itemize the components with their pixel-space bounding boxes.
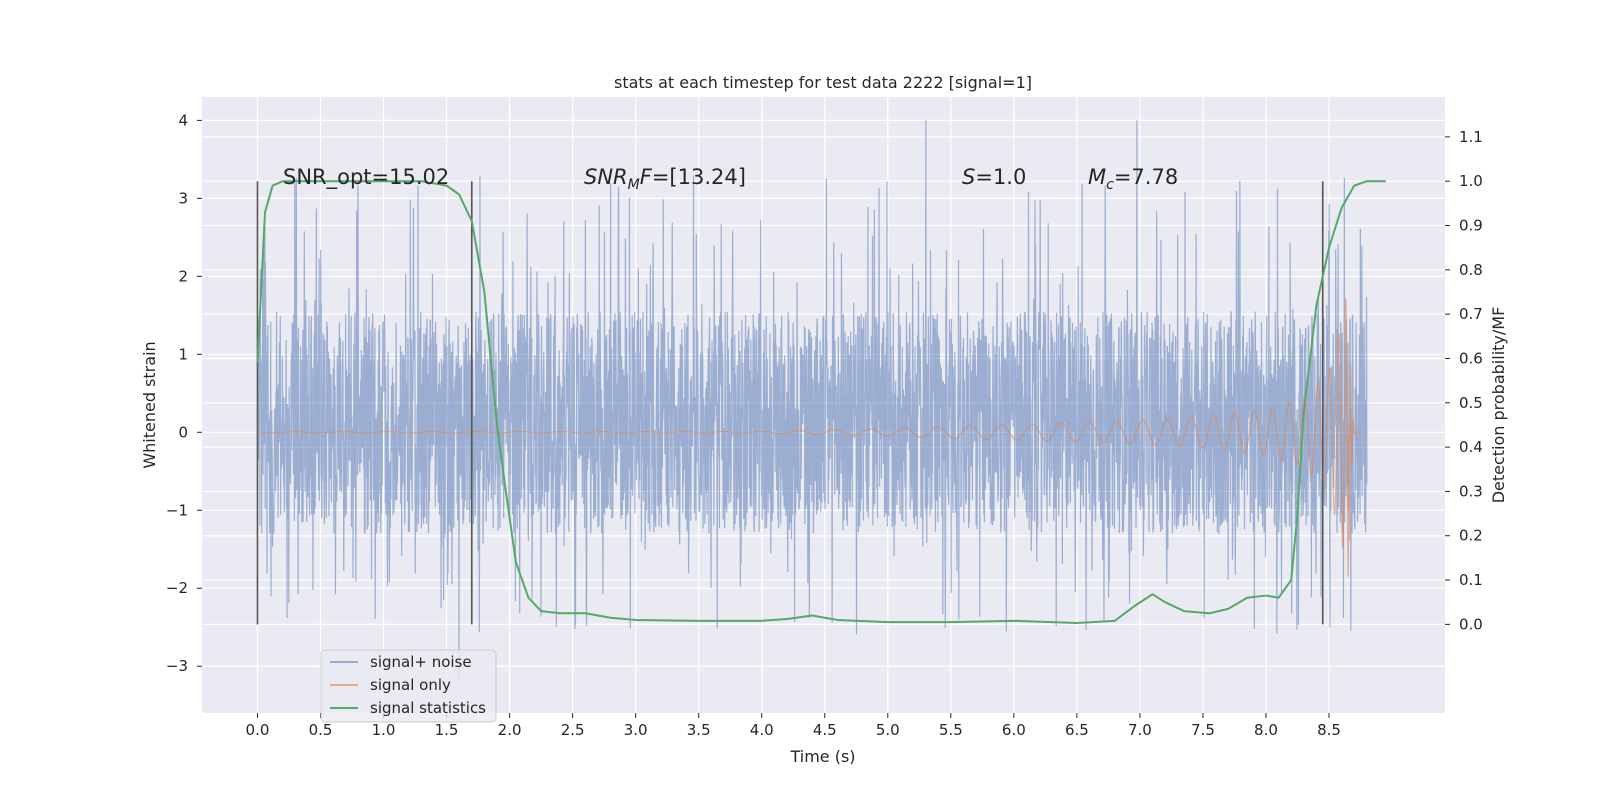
y-tick-label: 2	[178, 267, 188, 285]
y-tick-label: 4	[178, 111, 188, 129]
s-value: =1.0	[975, 165, 1026, 189]
annotation-s: S=1.0	[962, 165, 1026, 189]
x-tick-label: 0.0	[246, 721, 270, 739]
y-tick-label: −3	[166, 657, 188, 675]
annotation-snr-mf: SNRMF=[13.24]	[584, 165, 746, 193]
x-tick-label: 7.5	[1191, 721, 1215, 739]
x-tick-label: 8.0	[1254, 721, 1278, 739]
y-right-tick-label: 0.3	[1459, 482, 1483, 500]
y-axis-left-ticks: −3 −2 −1 0 1 2 3 4	[166, 111, 202, 675]
y-tick-label: 3	[178, 189, 188, 207]
y-right-tick-label: 0.9	[1459, 217, 1483, 235]
y-right-tick-label: 1.0	[1459, 172, 1483, 190]
x-tick-label: 6.5	[1065, 721, 1089, 739]
legend: signal+ noise signal only signal statist…	[320, 649, 497, 723]
s-var: S	[962, 165, 975, 189]
x-axis-label: Time (s)	[789, 747, 855, 766]
x-tick-label: 4.5	[813, 721, 837, 739]
legend-label-signal-plus-noise: signal+ noise	[370, 653, 472, 671]
vertical-lines	[256, 181, 1324, 625]
series-signal-statistics	[256, 180, 1386, 625]
signal-plus-noise-line	[256, 120, 1368, 682]
x-tick-label: 1.5	[435, 721, 459, 739]
x-tick-label: 4.0	[750, 721, 774, 739]
y-tick-label: −1	[166, 501, 188, 519]
y-tick-label: 1	[178, 345, 188, 363]
x-tick-label: 6.0	[1002, 721, 1026, 739]
snr-mf-sub: M	[628, 177, 640, 193]
x-tick-label: 5.0	[876, 721, 900, 739]
annotation-mc: Mc=7.78	[1088, 165, 1178, 193]
y-right-tick-label: 0.0	[1459, 615, 1483, 633]
y-right-tick-label: 0.6	[1459, 349, 1483, 367]
y-axis-right-label: Detection probability/MF	[1489, 307, 1508, 504]
x-axis-ticks: 0.0 0.5 1.0 1.5 2.0 2.5 3.0 3.5 4.0 4.5 5.0 5.5 6.0 6…	[246, 713, 1341, 739]
x-tick-label: 8.5	[1317, 721, 1341, 739]
mc-sub: c	[1106, 177, 1114, 193]
x-tick-label: 5.5	[939, 721, 963, 739]
signal-only-line	[257, 297, 1367, 578]
y-right-tick-label: 0.8	[1459, 261, 1483, 279]
x-tick-label: 0.5	[309, 721, 333, 739]
y-right-tick-label: 0.4	[1459, 438, 1483, 456]
x-tick-label: 2.5	[561, 721, 585, 739]
mc-value: =7.78	[1114, 165, 1178, 189]
snr-mf-main: SNR	[584, 165, 628, 189]
y-right-tick-label: 1.1	[1459, 128, 1483, 146]
snr-mf-value: =[13.24]	[652, 165, 746, 189]
y-axis-right-ticks: 0.0 0.1 0.2 0.3 0.4 0.5 0.6 0.7 0.8 0.9 1.0 1.1	[1445, 128, 1483, 633]
x-tick-label: 1.0	[372, 721, 396, 739]
chart-title: stats at each timestep for test data 222…	[614, 73, 1032, 92]
mc-var: M	[1088, 165, 1106, 189]
y-axis-label: Whitened strain	[140, 341, 159, 468]
x-tick-label: 3.5	[687, 721, 711, 739]
snr-mf-post: F	[640, 165, 653, 189]
x-tick-label: 2.0	[498, 721, 522, 739]
legend-label-signal-statistics: signal statistics	[370, 699, 486, 717]
y-right-tick-label: 0.5	[1459, 394, 1483, 412]
annotation-snr-opt: SNR_opt=15.02	[283, 165, 449, 190]
y-tick-label: 0	[178, 423, 188, 441]
x-tick-label: 3.0	[624, 721, 648, 739]
x-tick-label: 7.0	[1128, 721, 1152, 739]
y-tick-label: −2	[166, 579, 188, 597]
y-right-tick-label: 0.7	[1459, 305, 1483, 323]
legend-label-signal-only: signal only	[370, 676, 451, 694]
y-right-tick-label: 0.1	[1459, 571, 1483, 589]
series-signal-plus-noise	[256, 120, 1368, 682]
signal-statistics-line	[256, 180, 1386, 625]
y-right-tick-label: 0.2	[1459, 527, 1483, 545]
series-signal-only	[257, 297, 1367, 578]
legend-box	[320, 649, 497, 723]
